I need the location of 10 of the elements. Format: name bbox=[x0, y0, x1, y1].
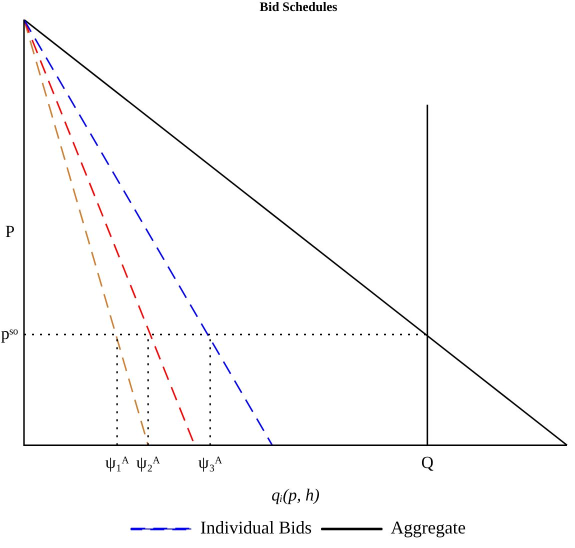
x-tick-label: ψ₃ᴬ bbox=[198, 452, 223, 472]
legend-label: Individual Bids bbox=[200, 518, 312, 538]
x-tick-label: ψ₂ᴬ bbox=[136, 452, 161, 472]
chart-title: Bid Schedules bbox=[260, 0, 338, 14]
legend-label: Aggregate bbox=[390, 518, 466, 538]
y-axis-title: P bbox=[5, 222, 15, 241]
x-tick-label: Q bbox=[421, 452, 434, 472]
ref-line-label: pˢᵒ bbox=[0, 324, 18, 344]
x-tick-label: ψ₁ᴬ bbox=[105, 452, 130, 472]
x-axis-title: qᵢ(p, h) bbox=[271, 485, 320, 504]
